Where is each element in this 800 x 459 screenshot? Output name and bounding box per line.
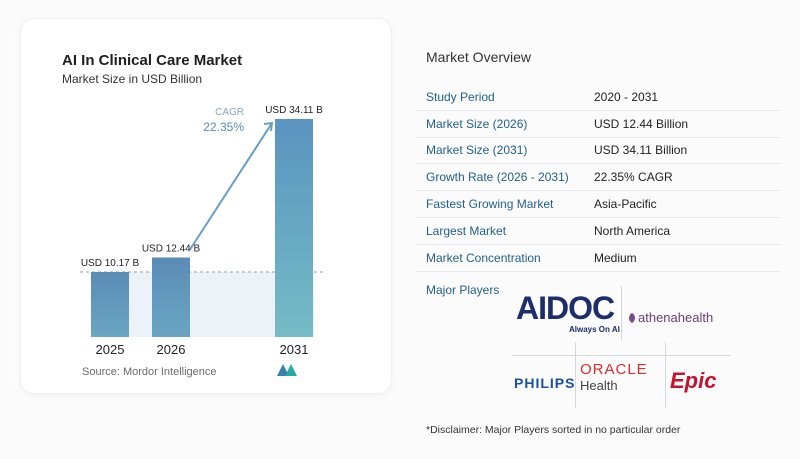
aidoc-logo: AIDOC [516, 290, 615, 326]
logo-divider [665, 342, 666, 408]
overview-row: Study Period 2020 - 2031 [416, 84, 780, 111]
cagr-value: 22.35% [203, 120, 244, 134]
bar-2026 [152, 257, 190, 337]
value-label: USD 10.17 B [81, 258, 140, 269]
overview-row: Market Size (2026) USD 12.44 Billion [416, 111, 780, 138]
row-label: Study Period [426, 89, 495, 104]
x-tick-label: 2025 [96, 342, 125, 357]
row-label: Fastest Growing Market [426, 197, 554, 212]
value-label: USD 12.44 B [142, 243, 201, 254]
bar-chart: USD 10.17 B 2025 USD 12.44 B 2026 USD 34.11 … [80, 105, 325, 357]
major-players-label: Major Players [426, 283, 500, 297]
logo-divider [575, 342, 576, 408]
logo-divider [621, 286, 622, 341]
disclaimer-text: *Disclaimer: Major Players sorted in no … [426, 424, 681, 436]
overview-row: Market Concentration Medium [416, 245, 780, 272]
x-tick-label: 2026 [157, 342, 186, 357]
cagr-arrow [189, 122, 273, 251]
epic-logo: Epic [670, 368, 717, 393]
source-text: Source: Mordor Intelligence [82, 366, 217, 378]
row-label: Market Size (2026) [426, 116, 528, 131]
row-value: 2020 - 2031 [594, 89, 659, 104]
athenahealth-logo: athenahealth [638, 310, 714, 325]
row-value: North America [594, 223, 671, 238]
row-value: USD 12.44 Billion [594, 116, 689, 131]
overview-row: Growth Rate (2026 - 2031) 22.35% CAGR [416, 164, 780, 192]
oracle-logo: ORACLE [580, 361, 648, 378]
overview-row: Fastest Growing Market Asia-Pacific [416, 191, 780, 218]
row-label: Market Concentration [426, 250, 541, 265]
chart-title: AI In Clinical Care Market [62, 52, 243, 69]
row-label: Market Size (2031) [426, 143, 528, 158]
mordor-logo-icon [277, 364, 297, 376]
oracle-health-logo: Health [580, 378, 618, 393]
cagr-arrowhead [263, 121, 274, 132]
logo-divider [512, 355, 730, 356]
bar-2025 [91, 272, 129, 337]
row-value: 22.35% CAGR [594, 170, 673, 185]
row-value: Medium [594, 250, 637, 265]
philips-logo: PHILIPS [514, 375, 576, 391]
x-tick-label: 2031 [280, 342, 309, 357]
row-value: Asia-Pacific [594, 197, 657, 212]
overview-table: Study Period 2020 - 2031 Market Size (20… [416, 84, 780, 272]
overview-row: Market Size (2031) USD 34.11 Billion [416, 138, 780, 165]
overview-row: Largest Market North America [416, 218, 780, 245]
bar-2031 [275, 119, 313, 337]
row-label: Growth Rate (2026 - 2031) [426, 170, 569, 185]
row-value: USD 34.11 Billion [594, 143, 688, 158]
athena-leaf-icon [629, 313, 635, 323]
cagr-label: CAGR [215, 107, 244, 118]
chart-subtitle: Market Size in USD Billion [62, 72, 203, 86]
value-label: USD 34.11 B [265, 105, 323, 116]
aidoc-tagline: Always On AI [569, 325, 620, 334]
overview-title: Market Overview [426, 49, 532, 65]
row-label: Largest Market [426, 223, 507, 238]
